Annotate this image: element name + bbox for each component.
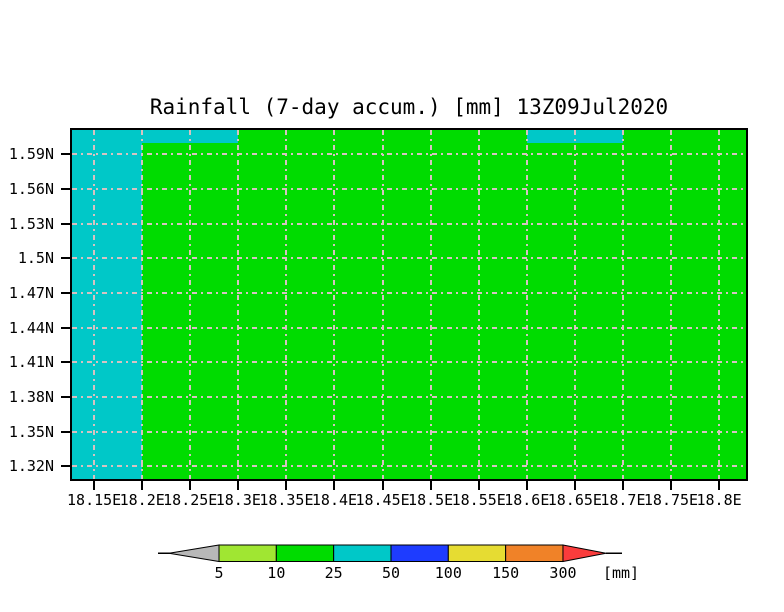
colorbar-tick-label: 150 xyxy=(492,564,520,582)
y-tick-mark xyxy=(61,257,70,260)
x-tick-label: 18.45E xyxy=(355,491,410,509)
y-tick-mark xyxy=(61,187,70,190)
x-tick-mark xyxy=(670,481,672,490)
y-tick-mark xyxy=(61,153,70,156)
x-tick-mark xyxy=(189,481,192,490)
y-tick-label: 1.44N xyxy=(8,318,54,337)
gridline-vertical xyxy=(237,130,240,479)
y-tick-label: 1.41N xyxy=(8,353,54,372)
gridline-vertical xyxy=(477,130,480,479)
colorbar-tick-label: 25 xyxy=(324,564,343,582)
colorbar-segment-10-25mm xyxy=(275,544,335,562)
x-tick-mark xyxy=(93,481,96,490)
y-tick-mark xyxy=(61,222,70,225)
colorbar-arrow-left-gray xyxy=(168,544,220,563)
y-tick-mark xyxy=(61,361,70,364)
x-tick-label: 18.6E xyxy=(504,491,550,509)
colorbar-segment-100-150mm xyxy=(447,544,507,562)
y-tick-label: 1.59N xyxy=(8,145,54,164)
gridline-vertical xyxy=(141,130,144,479)
x-tick-label: 18.25E xyxy=(163,491,218,509)
y-tick-mark xyxy=(61,465,70,468)
gridline-horizontal xyxy=(72,291,746,294)
colorbar-segment-5-10mm xyxy=(218,544,277,562)
colorbar-segment-50-100mm xyxy=(390,544,449,562)
colorbar-tick-label: 100 xyxy=(434,564,462,582)
colorbar-tick-label: 50 xyxy=(381,564,401,582)
gridline-horizontal xyxy=(72,465,746,468)
rain-region-25-50mm xyxy=(72,130,143,479)
colorbar-svg xyxy=(158,544,622,563)
y-tick-label: 1.56N xyxy=(8,179,54,198)
gridline-vertical xyxy=(670,130,672,479)
x-tick-mark xyxy=(621,481,624,490)
gridline-horizontal xyxy=(72,361,746,364)
x-tick-mark xyxy=(573,481,576,490)
gridline-vertical xyxy=(718,130,721,479)
colorbar-tick-label: 5 xyxy=(214,564,224,582)
x-tick-mark xyxy=(333,481,336,490)
x-tick-mark xyxy=(237,481,240,490)
y-tick-label: 1.5N xyxy=(17,249,54,268)
x-tick-mark xyxy=(285,481,288,490)
y-tick-label: 1.38N xyxy=(8,387,54,406)
gridline-vertical xyxy=(525,130,528,479)
colorbar-unit-label: [mm] xyxy=(602,564,640,582)
gridline-horizontal xyxy=(72,395,746,398)
colorbar-segment-25-50mm xyxy=(333,544,392,562)
x-tick-label: 18.35E xyxy=(259,491,314,509)
colorbar-arrow-right-red xyxy=(562,544,607,563)
y-tick-label: 1.32N xyxy=(8,457,54,476)
gridline-horizontal xyxy=(72,326,746,329)
x-tick-mark xyxy=(477,481,480,490)
y-tick-mark xyxy=(61,395,70,398)
colorbar: [mm] 5 10 25 50 100 150 300 xyxy=(158,544,678,592)
colorbar-tick-label: 300 xyxy=(549,564,577,582)
x-tick-label: 18.7E xyxy=(600,491,646,509)
gridline-horizontal xyxy=(72,257,746,260)
x-tick-label: 18.75E xyxy=(643,491,699,509)
y-tick-label: 1.47N xyxy=(8,283,54,302)
y-tick-label: 1.35N xyxy=(8,422,54,441)
x-tick-mark xyxy=(718,481,721,490)
y-axis: 1.59N 1.56N 1.53N 1.5N 1.47N 1.44N 1.41N 1.38N 1… xyxy=(0,130,70,479)
gridline-vertical xyxy=(189,130,192,479)
gridline-vertical xyxy=(381,130,384,479)
gridline-vertical xyxy=(93,130,96,479)
x-tick-label: 18.3E xyxy=(215,491,261,509)
plot-area xyxy=(70,128,748,481)
gridline-horizontal xyxy=(72,222,746,225)
y-tick-mark xyxy=(61,291,70,294)
gridline-horizontal xyxy=(72,430,746,433)
gridline-horizontal xyxy=(72,153,746,156)
x-tick-mark xyxy=(141,481,144,490)
x-tick-label: 18.55E xyxy=(451,491,506,509)
x-tick-mark xyxy=(525,481,528,490)
x-tick-mark xyxy=(429,481,432,490)
x-tick-mark xyxy=(381,481,384,490)
gridline-vertical xyxy=(285,130,288,479)
gridline-vertical xyxy=(333,130,336,479)
gridline-vertical xyxy=(573,130,576,479)
gridline-vertical xyxy=(429,130,432,479)
y-tick-mark xyxy=(61,430,70,433)
gridline-horizontal xyxy=(72,187,746,190)
x-tick-label: 18.8E xyxy=(696,491,742,509)
gridline-vertical xyxy=(621,130,624,479)
colorbar-segment-150-300mm xyxy=(505,544,564,562)
x-axis: 18.15E 18.2E 18.25E 18.3E 18.35E 18.4E 18.45E 1… xyxy=(67,481,746,515)
y-tick-label: 1.53N xyxy=(8,214,54,233)
x-tick-label: 18.2E xyxy=(119,491,165,509)
colorbar-tick-label: 10 xyxy=(267,564,286,582)
x-tick-label: 18.4E xyxy=(311,491,358,509)
x-tick-label: 18.65E xyxy=(547,491,602,509)
x-tick-label: 18.15E xyxy=(67,491,122,509)
y-tick-mark xyxy=(61,326,70,329)
x-tick-label: 18.5E xyxy=(408,491,454,509)
chart-title: Rainfall (7-day accum.) [mm] 13Z09Jul202… xyxy=(149,95,669,119)
